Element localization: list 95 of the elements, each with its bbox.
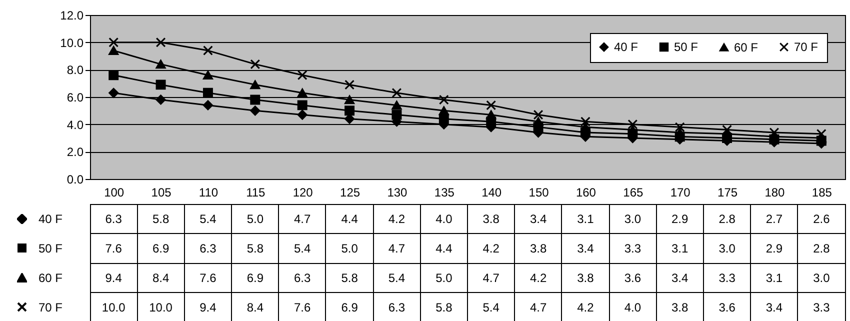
x-tick-label: 100: [104, 186, 124, 200]
data-label: 5.8: [436, 300, 453, 314]
text: 60 F: [38, 270, 63, 285]
data-label: 5.0: [341, 241, 358, 256]
x-tick-label: 140: [482, 186, 502, 200]
data-label: 4.2: [482, 241, 500, 256]
data-label: 3.4: [530, 212, 547, 226]
data-label: 3.3: [813, 300, 830, 314]
data-label: 3.3: [624, 241, 642, 256]
data-label: 5.4: [294, 241, 312, 256]
x-tick-label: 105: [151, 186, 172, 200]
data-label: 5.8: [152, 212, 170, 226]
data-label: 4.2: [530, 270, 547, 285]
legend-label: 40 F: [614, 40, 638, 54]
y-tick-label: 2.0: [66, 145, 84, 160]
legend-label: 60 F: [734, 40, 758, 54]
data-label: 2.9: [672, 212, 689, 226]
data-label: 5.4: [388, 270, 406, 285]
data-label: 7.6: [105, 241, 122, 256]
x-tick-label: 150: [528, 186, 550, 200]
x-tick-label: 115: [246, 186, 266, 200]
legend-label: 70 F: [794, 40, 818, 54]
data-label: 4.2: [577, 300, 594, 314]
data-label: 5.4: [482, 300, 500, 314]
x-tick-label: 125: [340, 186, 360, 200]
data-label: 4.7: [388, 241, 406, 256]
data-label: 2.8: [718, 212, 736, 226]
data-label: 5.4: [200, 212, 217, 226]
data-label: 5.8: [246, 241, 264, 256]
data-label: 6.3: [105, 212, 122, 226]
data-label: 2.8: [813, 241, 830, 256]
x-tick-label: 170: [670, 186, 691, 200]
x-tick-label: 165: [623, 186, 644, 200]
data-label: 7.6: [294, 300, 312, 314]
x-tick-label: 110: [198, 186, 218, 200]
data-label: 3.3: [718, 270, 736, 285]
data-label: 4.7: [294, 212, 312, 226]
data-label: 9.4: [200, 300, 217, 314]
y-tick-label: 8.0: [66, 63, 84, 78]
x-tick-label: 135: [434, 186, 455, 200]
data-label: 3.4: [766, 300, 783, 314]
data-label: 8.4: [246, 300, 264, 314]
data-label: 3.1: [577, 212, 594, 226]
data-label: 4.2: [388, 212, 406, 226]
data-label: 9.4: [105, 270, 122, 285]
data-label: 6.9: [246, 270, 264, 285]
data-label: 2.6: [813, 212, 830, 226]
data-label: 4.0: [624, 300, 642, 314]
x-tick-label: 180: [764, 186, 786, 200]
data-label: 4.4: [436, 241, 453, 256]
data-label: 6.3: [388, 300, 406, 314]
data-label: 4.7: [482, 270, 500, 285]
data-label: 6.3: [294, 270, 312, 285]
data-label: 3.1: [766, 270, 783, 285]
data-label: 3.8: [482, 212, 500, 226]
x-tick-label: 160: [576, 186, 596, 200]
data-label: 10.0: [149, 300, 173, 314]
y-tick-label: 12.0: [60, 8, 84, 22]
x-tick-label: 120: [292, 186, 314, 200]
data-label: 4.7: [530, 300, 547, 314]
data-label: 5.0: [436, 270, 453, 285]
data-label: 3.0: [624, 212, 642, 226]
y-tick-label: 6.0: [66, 90, 84, 104]
data-label: 3.0: [813, 270, 830, 285]
data-label: 3.8: [530, 241, 547, 256]
y-tick-label: 4.0: [66, 118, 84, 132]
text: 70 F: [38, 300, 63, 314]
data-label: 4.0: [436, 212, 453, 226]
data-label: 3.1: [672, 241, 689, 256]
data-label: 3.4: [672, 270, 689, 285]
data-label: 10.0: [102, 300, 126, 314]
data-label: 6.3: [200, 241, 217, 256]
data-label: 4.4: [341, 212, 358, 226]
data-label: 3.6: [624, 270, 642, 285]
y-tick-label: 0.0: [66, 172, 84, 186]
text: 50 F: [38, 241, 63, 256]
data-label: 3.6: [718, 300, 736, 314]
data-label: 3.8: [672, 300, 689, 314]
legend-label: 50 F: [674, 40, 698, 54]
data-label: 3.8: [577, 270, 594, 285]
data-label: 3.0: [718, 241, 736, 256]
data-label: 5.8: [341, 270, 358, 285]
y-tick-label: 10.0: [60, 36, 84, 50]
data-label: 5.0: [246, 212, 264, 226]
data-label: 6.9: [341, 300, 358, 314]
x-tick-label: 185: [812, 186, 832, 200]
data-label: 8.4: [152, 270, 170, 285]
x-tick-label: 175: [718, 186, 738, 200]
data-label: 6.9: [152, 241, 170, 256]
text: 40 F: [38, 212, 63, 226]
data-label: 2.9: [766, 241, 783, 256]
data-label: 3.4: [577, 241, 594, 256]
data-label: 2.7: [766, 212, 783, 226]
x-tick-label: 130: [387, 186, 408, 200]
data-label: 7.6: [200, 270, 217, 285]
